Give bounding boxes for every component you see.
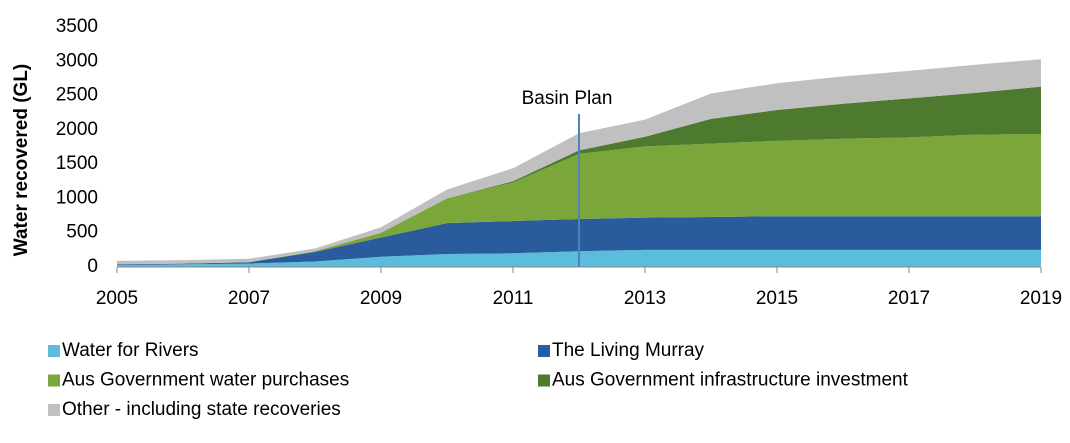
- legend-swatch: [538, 345, 550, 357]
- x-tick-label: 2013: [624, 288, 666, 309]
- y-tick-label: 2000: [56, 119, 98, 140]
- y-tick-label: 3000: [56, 50, 98, 71]
- y-tick-label: 3500: [56, 16, 98, 37]
- legend-label: The Living Murray: [552, 340, 705, 361]
- legend-label: Aus Government infrastructure investment: [552, 370, 909, 391]
- x-tick-label: 2005: [96, 288, 138, 309]
- legend-swatch: [48, 345, 60, 357]
- y-tick-label: 0: [87, 256, 98, 277]
- y-axis-label: Water recovered (GL): [11, 64, 32, 257]
- x-tick-label: 2009: [360, 288, 402, 309]
- annotation: Basin Plan: [522, 88, 613, 109]
- legend-swatch: [48, 404, 60, 416]
- legend-swatch: [48, 374, 60, 387]
- x-tick-label: 2019: [1020, 288, 1062, 309]
- y-tick-label: 1000: [56, 187, 98, 208]
- legend-label: Other - including state recoveries: [62, 399, 341, 420]
- area: [117, 59, 1041, 265]
- area: [117, 86, 1041, 265]
- x-tick-label: 2007: [228, 288, 270, 309]
- y-tick-label: 1500: [56, 153, 98, 174]
- legend-label: Water for Rivers: [62, 340, 199, 361]
- y-tick-label: 500: [66, 222, 98, 243]
- y-tick-label: 2500: [56, 85, 98, 106]
- x-tick-label: 2011: [493, 288, 534, 309]
- x-tick-label: 2015: [756, 288, 798, 309]
- legend-swatch: [538, 374, 550, 387]
- legend-label: Aus Government water purchases: [62, 370, 349, 391]
- x-tick-label: 2017: [888, 288, 930, 309]
